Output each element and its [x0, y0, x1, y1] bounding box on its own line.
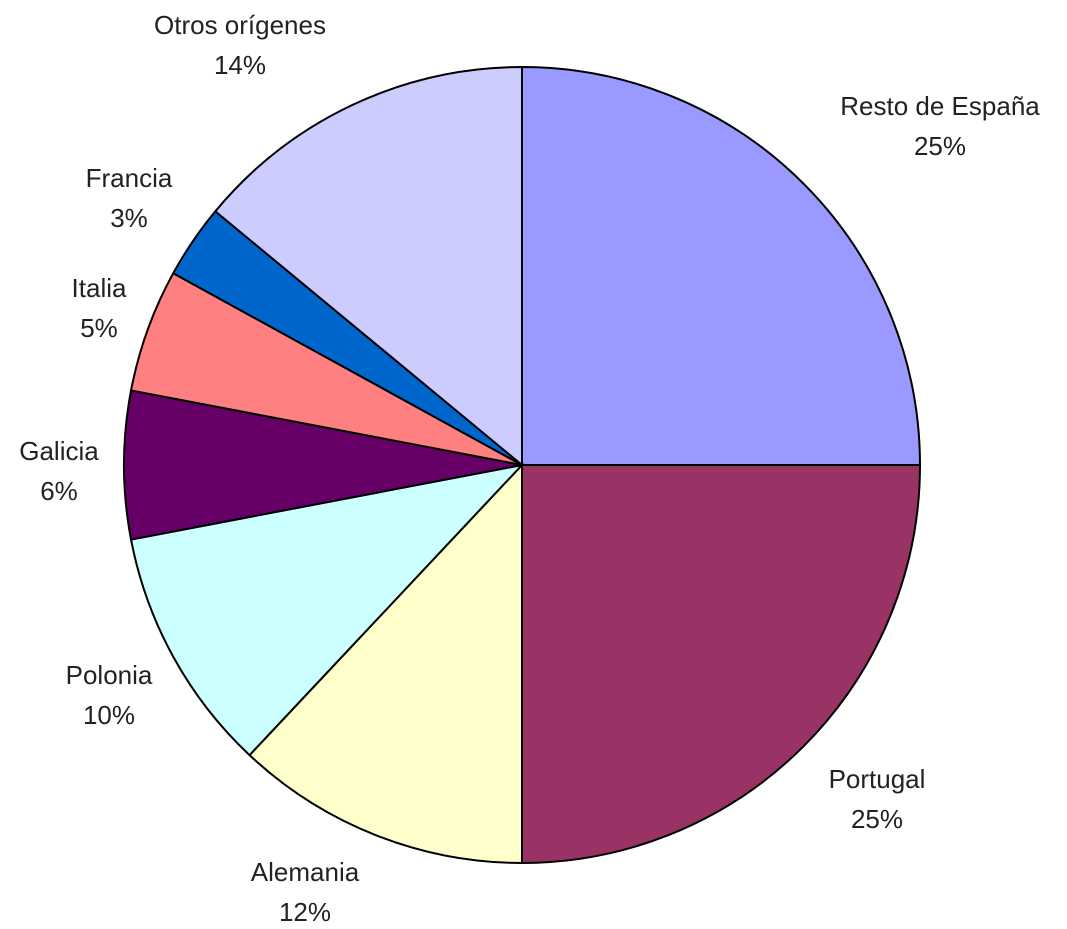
slice-label: Francia [86, 163, 173, 193]
slice-label: Resto de España [840, 91, 1040, 121]
slice-value-label: 6% [40, 476, 78, 506]
slice-value-label: 3% [110, 203, 148, 233]
pie-slice [129, 463, 525, 757]
pie-slice [123, 389, 523, 541]
pie-slice [521, 464, 922, 865]
slice-label: Italia [72, 273, 127, 303]
slice-label: Alemania [251, 857, 360, 887]
slice-value-label: 25% [851, 804, 903, 834]
slice-value-label: 10% [83, 700, 135, 730]
pie-slice [213, 65, 523, 468]
slice-value-label: 5% [80, 313, 118, 343]
slice-label: Portugal [829, 764, 926, 794]
slice-value-label: 14% [214, 50, 266, 80]
slice-label: Otros orígenes [154, 10, 326, 40]
pie-slice [248, 462, 523, 865]
pie-slice [521, 65, 922, 466]
slice-value-label: 12% [279, 897, 331, 927]
slice-label: Polonia [66, 660, 153, 690]
slice-value-label: 25% [914, 131, 966, 161]
slice-label: Galicia [19, 436, 99, 466]
